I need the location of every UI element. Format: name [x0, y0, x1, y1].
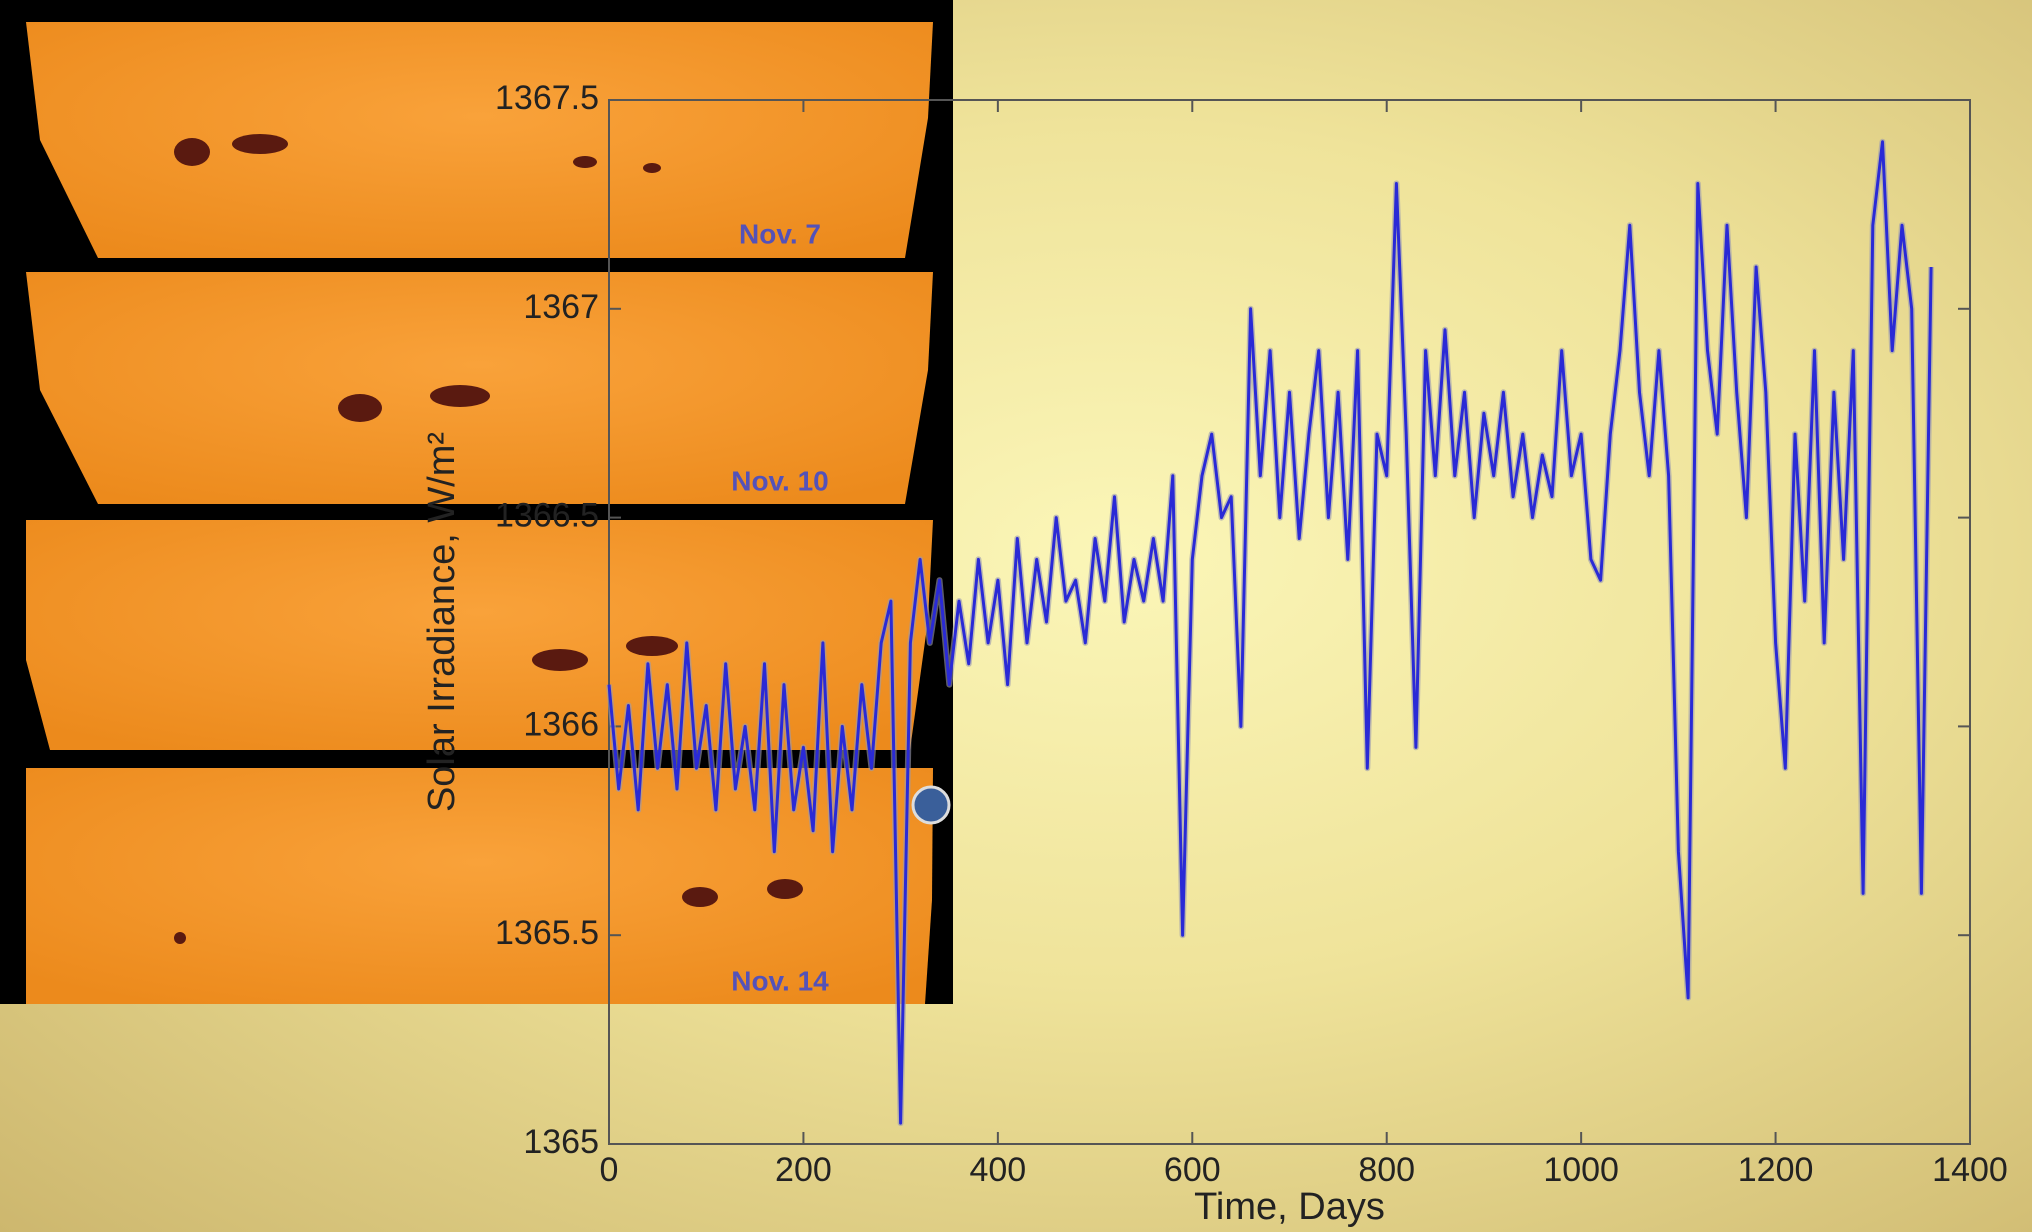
y-tick-label: 1367.5 — [495, 79, 599, 117]
y-axis-label: Solar Irradiance, W/m² — [421, 432, 463, 812]
x-tick-label: 1000 — [1543, 1151, 1619, 1189]
inset-label: Nov. 14 — [731, 965, 829, 996]
sun-inset: Nov. 7 Nov. 10 Nov. 14 — [0, 0, 953, 1004]
inset-label: Nov. 7 — [739, 218, 821, 249]
sun-strip — [26, 520, 933, 750]
earth-icon — [911, 785, 951, 825]
x-tick-label: 200 — [775, 1151, 832, 1189]
x-tick-label: 1400 — [1932, 1151, 2008, 1189]
y-tick-label: 1366.5 — [495, 497, 599, 535]
sunspots — [174, 134, 803, 944]
sun-strip — [26, 22, 933, 258]
y-tick-label: 1365.5 — [495, 914, 599, 952]
data-line — [607, 140, 1933, 1125]
x-axis-label: Time, Days — [1194, 1186, 1385, 1228]
y-tick-label: 1366 — [523, 705, 599, 743]
inset-label: Nov. 10 — [731, 465, 829, 496]
plot-frame — [608, 99, 1971, 1145]
x-tick-label: 400 — [969, 1151, 1026, 1189]
y-tick-label: 1367 — [523, 288, 599, 326]
sun-strip — [26, 768, 933, 1004]
x-tick-label: 1200 — [1738, 1151, 1814, 1189]
y-tick-label: 1365 — [523, 1123, 599, 1161]
x-tick-label: 800 — [1358, 1151, 1415, 1189]
x-tick-label: 0 — [600, 1151, 619, 1189]
x-tick-label: 600 — [1164, 1151, 1221, 1189]
